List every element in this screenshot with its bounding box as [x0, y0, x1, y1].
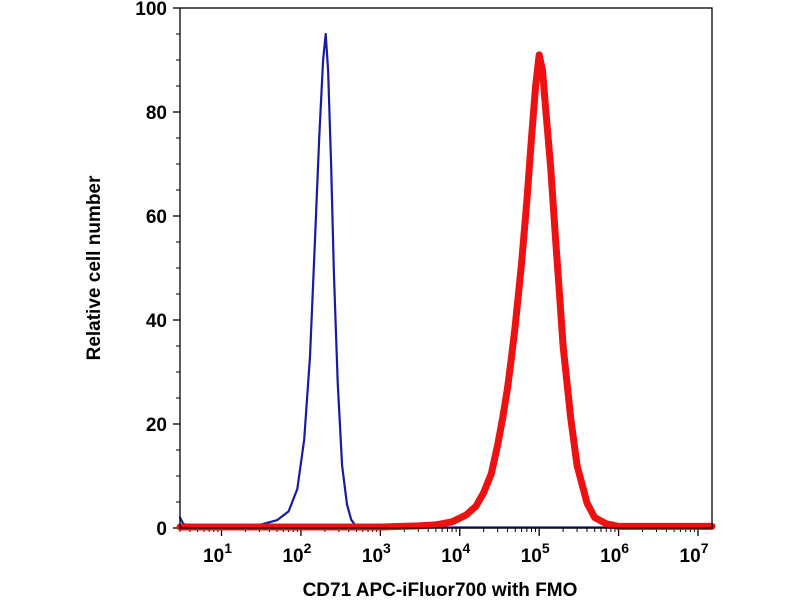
y-tick-label: 100	[135, 0, 167, 20]
y-tick-label: 60	[146, 207, 167, 228]
x-axis-ticks: 101 102 103 104 105 106 107	[179, 528, 709, 567]
x-tick-base: 10	[441, 546, 462, 567]
x-tick-label: 105	[521, 540, 550, 567]
series-layer	[176, 32, 716, 531]
x-tick-exponent: 2	[304, 540, 312, 556]
x-tick-base: 10	[521, 546, 542, 567]
x-tick-base: 10	[600, 546, 621, 567]
x-tick-exponent: 1	[224, 540, 232, 556]
x-tick-label: 104	[441, 540, 470, 567]
y-tick-label: 80	[146, 103, 167, 124]
y-tick-label: 0	[156, 519, 167, 540]
x-tick-exponent: 3	[383, 540, 391, 556]
x-axis-title: CD71 APC-iFluor700 with FMO	[303, 580, 578, 600]
y-tick-label: 20	[146, 415, 167, 436]
y-tick-label: 40	[146, 311, 167, 332]
y-axis-title: Relative cell number	[84, 175, 105, 360]
x-tick-label: 103	[362, 540, 391, 567]
cd71-stained-histogram-line	[176, 51, 716, 531]
x-tick-base: 10	[282, 546, 303, 567]
x-tick-base: 10	[680, 546, 701, 567]
x-tick-exponent: 4	[462, 540, 470, 556]
x-tick-base: 10	[203, 546, 224, 567]
x-tick-label: 101	[203, 540, 232, 567]
plot-frame	[179, 7, 713, 529]
x-tick-label: 107	[680, 540, 709, 567]
x-tick-label: 102	[282, 540, 311, 567]
x-tick-exponent: 5	[542, 540, 550, 556]
x-tick-exponent: 7	[701, 540, 709, 556]
x-tick-exponent: 6	[621, 540, 629, 556]
x-tick-label: 106	[600, 540, 629, 567]
y-axis-ticks: 0 20 40 60 80 100	[135, 0, 180, 540]
x-tick-base: 10	[362, 546, 383, 567]
